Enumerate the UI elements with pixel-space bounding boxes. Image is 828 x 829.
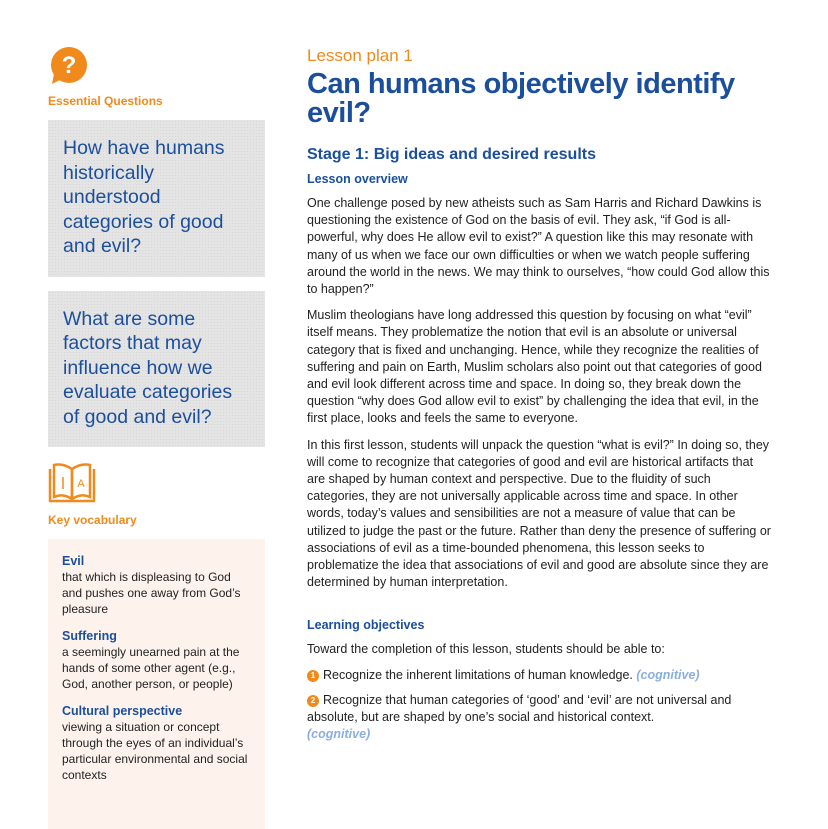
objectives-intro: Toward the completion of this lesson, st… xyxy=(307,642,665,657)
vocab-term: Cultural perspective xyxy=(62,704,183,718)
stage-heading: Stage 1: Big ideas and desired results xyxy=(307,146,596,163)
vocab-definition: that which is displeasing to God and pus… xyxy=(62,570,241,616)
objective-number: 2 xyxy=(307,694,319,707)
vocab-definition: viewing a situation or concept through t… xyxy=(62,720,248,782)
essential-questions-label: Essential Questions xyxy=(48,94,163,108)
sidebar: ? Essential Questions How have humans hi… xyxy=(48,46,265,829)
svg-text:A: A xyxy=(77,478,85,490)
vocab-term: Suffering xyxy=(62,629,117,643)
objectives-heading: Learning objectives xyxy=(307,618,425,633)
objective-item: 1 Recognize the inherent limitations of h… xyxy=(307,667,772,684)
objective-number: 1 xyxy=(307,669,319,682)
objective-tag: (cognitive) xyxy=(636,667,700,682)
svg-text:?: ? xyxy=(62,52,77,79)
essential-question: How have humans historically understood … xyxy=(48,120,265,277)
page-title: Can humans objectively identify evil? xyxy=(307,68,735,129)
objective-tag: (cognitive) xyxy=(307,727,371,742)
vocab-definition: a seemingly unearned pain at the hands o… xyxy=(62,645,240,691)
vocab-term: Evil xyxy=(62,554,85,568)
paragraph: One challenge posed by new atheists such… xyxy=(307,196,770,297)
main-content: Lesson plan 1 Can humans objectively ide… xyxy=(307,46,772,743)
overview-heading: Lesson overview xyxy=(307,172,408,186)
essential-question: What are some factors that may influence… xyxy=(48,290,265,447)
key-vocabulary-label: Key vocabulary xyxy=(48,513,137,527)
objective-item: 2 Recognize that human categories of ‘goo… xyxy=(307,692,772,744)
question-bubble-icon: ? xyxy=(51,47,87,84)
paragraph: Muslim theologians have long addressed t… xyxy=(307,308,762,426)
objective-text: Recognize that human categories of ‘good… xyxy=(307,692,732,725)
objective-text: Recognize the inherent limitations of hu… xyxy=(323,667,633,682)
paragraph: In this first lesson, students will unpa… xyxy=(307,437,771,590)
open-book-icon: A xyxy=(48,463,96,503)
vocabulary-box: Evil that which is displeasing to God an… xyxy=(48,539,265,829)
lesson-label: Lesson plan 1 xyxy=(307,46,413,65)
